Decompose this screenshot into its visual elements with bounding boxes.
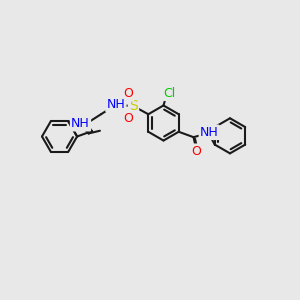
Text: O: O [191,145,201,158]
Text: Cl: Cl [163,87,175,100]
Text: NH: NH [71,117,90,130]
Text: O: O [123,88,133,100]
Text: NH: NH [200,126,219,139]
Text: NH: NH [106,98,125,111]
Text: S: S [129,99,138,113]
Text: O: O [123,112,133,125]
